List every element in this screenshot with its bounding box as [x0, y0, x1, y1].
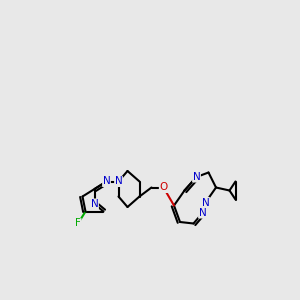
Text: N: N: [193, 172, 200, 182]
Text: N: N: [199, 208, 206, 218]
Text: N: N: [202, 197, 209, 208]
Text: F: F: [75, 218, 81, 229]
Text: N: N: [91, 199, 98, 209]
Text: O: O: [159, 182, 168, 193]
Text: N: N: [115, 176, 122, 187]
Text: N: N: [103, 176, 110, 187]
